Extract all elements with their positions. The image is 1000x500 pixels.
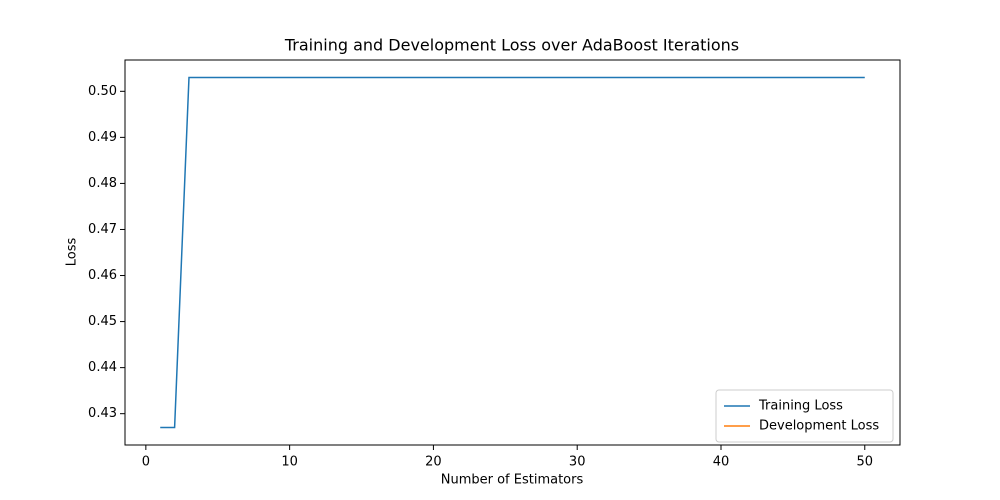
y-tick-label: 0.50 <box>88 84 117 99</box>
x-tick-label: 30 <box>569 455 586 470</box>
y-axis-label: Loss <box>65 238 80 267</box>
x-tick-label: 20 <box>425 455 442 470</box>
y-tick-label: 0.48 <box>88 176 117 191</box>
y-tick-label: 0.46 <box>88 268 117 283</box>
legend-box <box>715 389 894 443</box>
legend-label: Training Loss <box>758 399 843 414</box>
axes-frame <box>124 59 901 446</box>
y-tick-label: 0.49 <box>88 130 117 145</box>
y-tick-label: 0.45 <box>88 314 117 329</box>
y-tick-label: 0.47 <box>88 222 117 237</box>
x-tick-label: 10 <box>281 455 298 470</box>
y-tick-label: 0.43 <box>88 406 117 421</box>
chart-title: Training and Development Loss over AdaBo… <box>284 36 739 55</box>
x-tick-label: 0 <box>142 455 150 470</box>
line-series <box>160 76 865 429</box>
x-tick-label: 50 <box>856 455 873 470</box>
x-axis-label: Number of Estimators <box>441 473 584 488</box>
y-tick-label: 0.44 <box>88 360 117 375</box>
legend-label: Development Loss <box>759 419 879 434</box>
x-tick-label: 40 <box>713 455 730 470</box>
